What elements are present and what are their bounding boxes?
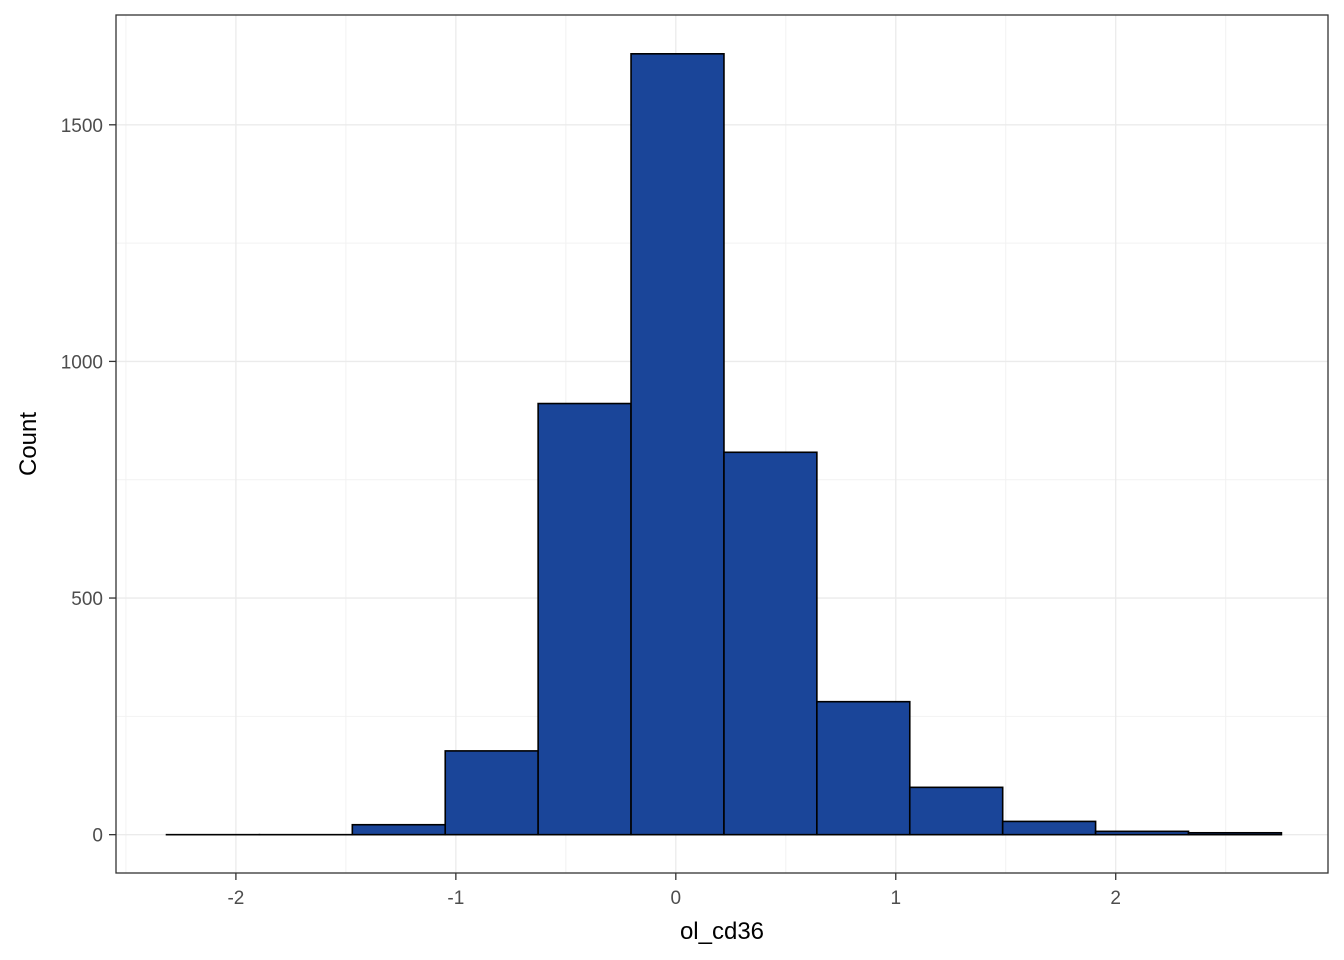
histogram-bar	[630, 53, 725, 836]
y-axis-ticks: 0 500 1000 1500	[61, 116, 116, 847]
x-axis-ticks: -2 -1 0 1 2	[227, 873, 1121, 909]
histogram-bar	[816, 700, 911, 836]
histogram-bar	[444, 750, 539, 836]
x-axis-title: ol_cd36	[680, 918, 764, 945]
panel-border	[115, 14, 1329, 874]
x-tick-label: -1	[447, 888, 464, 909]
y-tick-label: 1000	[61, 352, 103, 373]
histogram-bar	[351, 823, 447, 836]
histogram-bar	[1001, 820, 1097, 836]
y-tick-label: 0	[92, 826, 103, 847]
histogram-bar	[908, 786, 1004, 836]
y-tick-label: 1500	[61, 116, 103, 137]
histogram-bar	[723, 451, 818, 836]
histogram-bar	[537, 402, 632, 836]
histogram-bar	[1187, 831, 1283, 836]
x-tick-label: 2	[1110, 888, 1121, 909]
histogram-bar	[1094, 830, 1190, 836]
y-axis-title: Count	[15, 412, 42, 476]
x-tick-label: -2	[227, 888, 244, 909]
histogram-bars	[165, 53, 1283, 836]
x-tick-label: 0	[671, 888, 682, 909]
x-tick-label: 1	[890, 888, 901, 909]
y-tick-label: 500	[71, 589, 103, 610]
